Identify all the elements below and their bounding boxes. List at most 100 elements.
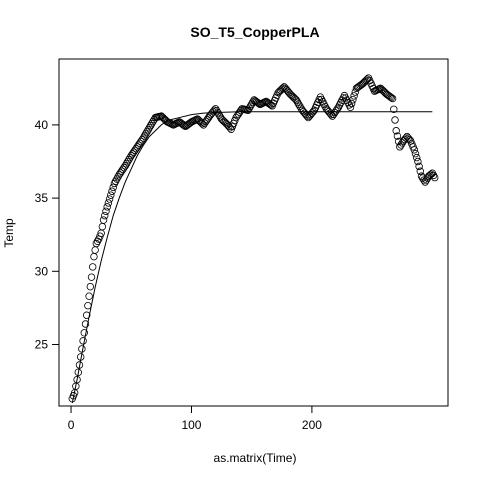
- data-point: [84, 302, 92, 310]
- data-point: [293, 98, 302, 106]
- data-point: [428, 169, 437, 177]
- data-point: [266, 100, 274, 108]
- data-point: [213, 107, 221, 115]
- data-point: [405, 135, 414, 144]
- data-point: [431, 173, 439, 182]
- y-tick-label-30: 30: [35, 264, 49, 278]
- data-point: [142, 130, 150, 138]
- data-point: [246, 102, 255, 110]
- x-tick-label-0: 0: [68, 418, 75, 432]
- data-point: [411, 149, 420, 158]
- y-axis-label: Temp: [2, 218, 16, 248]
- data-point: [292, 96, 300, 104]
- data-point: [415, 162, 423, 171]
- data-point: [261, 98, 269, 106]
- data-point: [410, 146, 418, 154]
- fitted-curve: [71, 111, 433, 404]
- data-point: [85, 292, 93, 300]
- data-point: [113, 175, 121, 183]
- data-point: [122, 160, 131, 168]
- data-point: [109, 183, 117, 192]
- x-axis: 0 100 200: [68, 406, 322, 432]
- data-point: [80, 329, 88, 337]
- data-point: [143, 128, 151, 136]
- y-tick-label-35: 35: [35, 191, 49, 205]
- data-point: [397, 141, 405, 149]
- data-point: [89, 263, 97, 271]
- fitted-curve-group: [71, 111, 433, 404]
- data-point: [290, 93, 298, 102]
- y-axis: 25 30 35 40: [35, 118, 59, 352]
- data-point: [148, 120, 156, 128]
- data-point: [179, 120, 187, 129]
- data-point: [99, 216, 108, 224]
- data-point: [237, 106, 245, 115]
- data-point: [197, 118, 205, 127]
- data-point: [416, 167, 424, 175]
- data-point: [114, 173, 122, 181]
- data-point: [82, 311, 91, 319]
- data-point: [121, 162, 129, 170]
- chart-title: SO_T5_CopperPLA: [190, 24, 319, 40]
- data-point: [79, 337, 87, 345]
- data-point: [420, 176, 428, 184]
- data-point: [111, 177, 120, 185]
- data-point: [98, 222, 107, 231]
- data-points: [68, 74, 439, 403]
- data-point: [333, 105, 341, 113]
- data-point: [346, 103, 355, 112]
- data-point: [392, 127, 400, 135]
- data-point: [267, 101, 275, 109]
- data-point: [388, 94, 397, 103]
- data-point: [102, 207, 110, 215]
- data-point: [390, 105, 398, 113]
- data-point: [144, 126, 152, 134]
- data-point: [226, 124, 234, 132]
- data-point: [90, 252, 98, 261]
- data-point: [125, 156, 133, 164]
- data-point: [101, 211, 109, 220]
- data-point: [347, 99, 356, 108]
- data-point: [222, 120, 231, 128]
- data-point: [103, 203, 111, 211]
- data-point: [294, 100, 303, 108]
- data-point: [104, 199, 113, 207]
- data-point: [146, 122, 155, 130]
- x-axis-label: as.matrix(Time): [214, 451, 297, 465]
- data-point: [73, 375, 81, 384]
- data-point: [349, 95, 357, 104]
- data-point: [81, 320, 90, 328]
- data-point: [296, 102, 304, 110]
- data-point: [105, 195, 114, 203]
- x-tick-label-100: 100: [181, 418, 201, 432]
- data-point: [149, 117, 157, 126]
- data-point: [244, 106, 252, 114]
- data-point: [87, 273, 96, 281]
- data-point: [421, 178, 429, 186]
- data-point: [92, 239, 101, 248]
- data-point: [180, 121, 188, 130]
- data-point: [120, 163, 128, 172]
- data-point: [108, 187, 116, 195]
- data-point: [107, 191, 115, 199]
- data-point: [140, 132, 149, 140]
- y-tick-label-25: 25: [35, 338, 49, 352]
- data-point: [422, 176, 431, 184]
- data-point: [387, 93, 396, 102]
- data-point: [126, 153, 134, 162]
- plot-frame: [58, 58, 449, 407]
- data-point: [391, 116, 399, 124]
- data-point: [350, 92, 358, 100]
- x-tick-label-200: 200: [302, 418, 322, 432]
- data-point: [254, 98, 262, 107]
- data-point: [138, 136, 146, 144]
- data-point: [393, 132, 402, 140]
- data-point: [386, 93, 394, 101]
- plot-area: [58, 58, 449, 407]
- data-point: [351, 88, 359, 96]
- data-point: [396, 143, 404, 151]
- data-point: [123, 158, 132, 166]
- data-point: [215, 111, 223, 119]
- data-point: [429, 171, 438, 180]
